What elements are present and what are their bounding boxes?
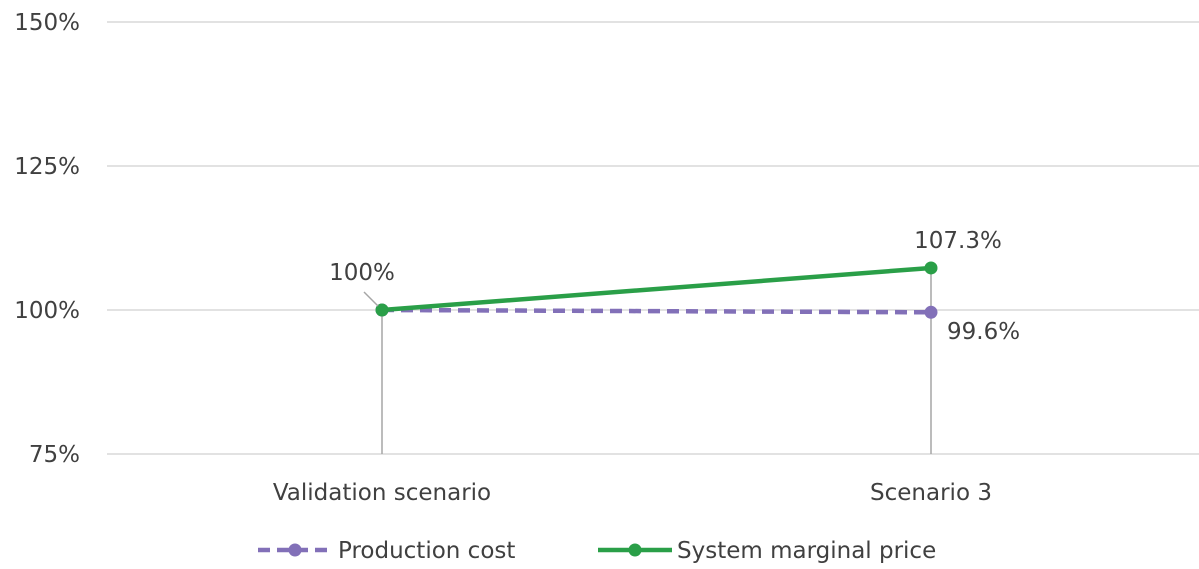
series-line-system-marginal-price xyxy=(381,265,932,313)
x-category-label: Scenario 3 xyxy=(870,480,992,506)
data-labels: 100% 107.3% 99.6% xyxy=(329,228,1020,345)
data-label: 99.6% xyxy=(947,319,1020,345)
legend-marker xyxy=(288,543,302,557)
legend-marker xyxy=(628,543,642,557)
data-label-leader-line xyxy=(363,291,379,307)
data-label: 100% xyxy=(329,260,395,286)
data-point xyxy=(375,303,389,317)
data-label: 107.3% xyxy=(914,228,1002,254)
data-point xyxy=(924,305,938,319)
x-category-label: Validation scenario xyxy=(273,480,491,506)
y-tick-label: 125% xyxy=(14,154,80,180)
x-axis-category-labels: Validation scenario Scenario 3 xyxy=(273,480,992,506)
data-point xyxy=(924,261,938,275)
legend-label-production-cost: Production cost xyxy=(338,538,515,564)
drop-lines xyxy=(381,267,932,454)
gridlines xyxy=(107,21,1199,455)
legend: Production cost System marginal price xyxy=(258,538,936,564)
legend-label-system-marginal-price: System marginal price xyxy=(677,538,936,564)
y-axis-tick-labels: 75% 100% 125% 150% xyxy=(14,10,80,468)
y-tick-label: 100% xyxy=(14,298,80,324)
y-tick-label: 75% xyxy=(29,442,80,468)
series-lines xyxy=(375,261,938,319)
y-tick-label: 150% xyxy=(14,10,80,36)
series-line-production-cost xyxy=(381,307,932,315)
